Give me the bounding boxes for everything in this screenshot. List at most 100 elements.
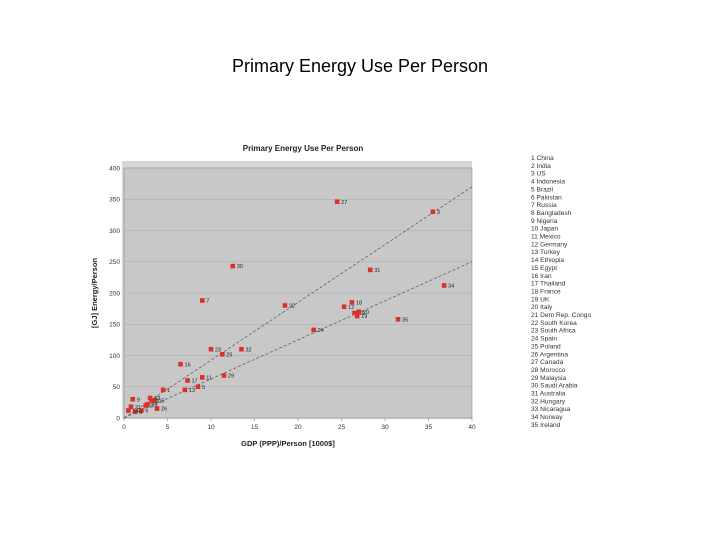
legend-item: 5 Brazil bbox=[531, 186, 554, 193]
data-point-6 bbox=[139, 408, 144, 413]
x-tick-label: 20 bbox=[294, 424, 302, 431]
data-point-4 bbox=[149, 398, 155, 403]
x-tick-label: 15 bbox=[251, 424, 259, 431]
point-label: 16 bbox=[185, 362, 191, 368]
data-point-10 bbox=[352, 310, 357, 316]
y-axis-title: [GJ] Energy/Person bbox=[90, 258, 99, 328]
data-point-13 bbox=[182, 387, 188, 393]
y-tick-label: 200 bbox=[109, 290, 120, 297]
data-point-7 bbox=[200, 298, 205, 303]
data-point-23 bbox=[208, 346, 214, 352]
point-label: 3 bbox=[437, 210, 440, 216]
data-point-5 bbox=[195, 384, 201, 390]
legend-item: 33 Nicaragua bbox=[531, 406, 571, 413]
legend-item: 9 Nigeria bbox=[531, 218, 558, 225]
point-label: 7 bbox=[206, 299, 209, 305]
legend-item: 30 Saudi Arabia bbox=[531, 383, 578, 390]
data-point-9 bbox=[130, 396, 135, 402]
x-tick-label: 5 bbox=[166, 424, 170, 431]
legend-item: 6 Pakistan bbox=[531, 194, 562, 201]
y-tick-label: 100 bbox=[109, 353, 120, 360]
legend-item: 20 Italy bbox=[531, 304, 553, 311]
x-tick-label: 25 bbox=[338, 424, 346, 431]
data-point-18 bbox=[349, 300, 355, 305]
data-point-11 bbox=[200, 375, 205, 380]
legend-item: 16 Iran bbox=[531, 273, 552, 280]
x-tick-label: 10 bbox=[207, 424, 215, 431]
legend-item: 7 Russia bbox=[531, 202, 557, 209]
legend-item: 23 South Africa bbox=[531, 328, 576, 335]
chart-title: Primary Energy Use Per Person bbox=[243, 144, 364, 153]
point-label: 21 bbox=[135, 405, 141, 411]
point-label: 23 bbox=[215, 347, 221, 353]
y-tick-label: 50 bbox=[113, 384, 121, 391]
legend-item: 4 Indonesia bbox=[531, 179, 565, 186]
data-point-19 bbox=[354, 313, 360, 319]
point-label: 30 bbox=[237, 264, 243, 270]
data-point-22 bbox=[282, 303, 288, 308]
x-tick-label: 35 bbox=[425, 424, 433, 431]
legend-item: 11 Mexico bbox=[531, 234, 561, 241]
point-label: 12 bbox=[348, 305, 354, 311]
x-tick-label: 0 bbox=[122, 424, 126, 431]
data-point-26 bbox=[154, 406, 160, 411]
point-label: 1 bbox=[167, 388, 170, 394]
legend-item: 3 US bbox=[531, 171, 546, 178]
data-point-31 bbox=[367, 267, 373, 273]
point-label: 27 bbox=[341, 200, 347, 206]
data-point-3 bbox=[430, 209, 436, 215]
trend-line bbox=[123, 261, 473, 419]
legend-item: 8 Bangladesh bbox=[531, 210, 572, 217]
point-label: 24 bbox=[318, 328, 324, 334]
point-label: 29 bbox=[228, 374, 234, 380]
x-axis-title: GDP (PPP)/Person [1000$] bbox=[241, 439, 335, 448]
legend-item: 2 India bbox=[531, 163, 551, 170]
point-label: 2 bbox=[150, 404, 153, 410]
legend-item: 13 Turkey bbox=[531, 249, 561, 256]
point-label: 14 bbox=[132, 409, 138, 415]
x-tick-label: 30 bbox=[381, 424, 389, 431]
point-label: 6 bbox=[145, 409, 148, 415]
data-point-28 bbox=[145, 401, 150, 407]
point-label: 22 bbox=[289, 304, 295, 310]
data-point-33 bbox=[147, 395, 153, 401]
legend-item: 19 UK bbox=[531, 296, 550, 303]
point-label: 32 bbox=[245, 347, 251, 353]
data-point-15 bbox=[152, 398, 157, 403]
data-point-1 bbox=[160, 387, 166, 393]
data-point-12 bbox=[341, 304, 347, 310]
data-point-34 bbox=[441, 283, 447, 288]
data-point-35 bbox=[395, 316, 401, 322]
y-tick-label: 150 bbox=[109, 322, 120, 329]
legend-item: 12 Germany bbox=[531, 241, 568, 248]
legend-item: 21 Dem Rep. Congo bbox=[531, 312, 591, 319]
data-point-21 bbox=[128, 404, 134, 410]
data-point-25 bbox=[220, 351, 225, 357]
point-label: 4 bbox=[156, 399, 159, 405]
y-tick-label: 0 bbox=[116, 415, 120, 422]
y-tick-label: 300 bbox=[109, 228, 120, 235]
data-point-17 bbox=[185, 378, 190, 383]
legend-item: 17 Thailand bbox=[531, 281, 566, 288]
data-point-30 bbox=[230, 263, 236, 269]
data-point-20 bbox=[356, 309, 362, 315]
data-point-14 bbox=[126, 408, 131, 413]
legend-item: 32 Hungary bbox=[531, 398, 566, 405]
point-label: 11 bbox=[206, 375, 212, 381]
point-label: 20 bbox=[363, 310, 369, 316]
data-point-27 bbox=[334, 199, 340, 205]
legend-item: 29 Malaysia bbox=[531, 375, 567, 382]
point-label: 25 bbox=[226, 352, 232, 358]
legend-item: 10 Japan bbox=[531, 226, 558, 233]
point-label: 26 bbox=[161, 407, 167, 413]
point-label: 8 bbox=[139, 410, 142, 416]
point-label: 15 bbox=[158, 399, 164, 405]
point-label: 19 bbox=[361, 314, 367, 320]
slide-title: Primary Energy Use Per Person bbox=[231, 56, 489, 76]
point-label: 31 bbox=[374, 268, 380, 274]
legend-item: 26 Argentina bbox=[531, 351, 568, 358]
point-label: 33 bbox=[154, 396, 160, 402]
y-tick-label: 400 bbox=[109, 165, 120, 172]
